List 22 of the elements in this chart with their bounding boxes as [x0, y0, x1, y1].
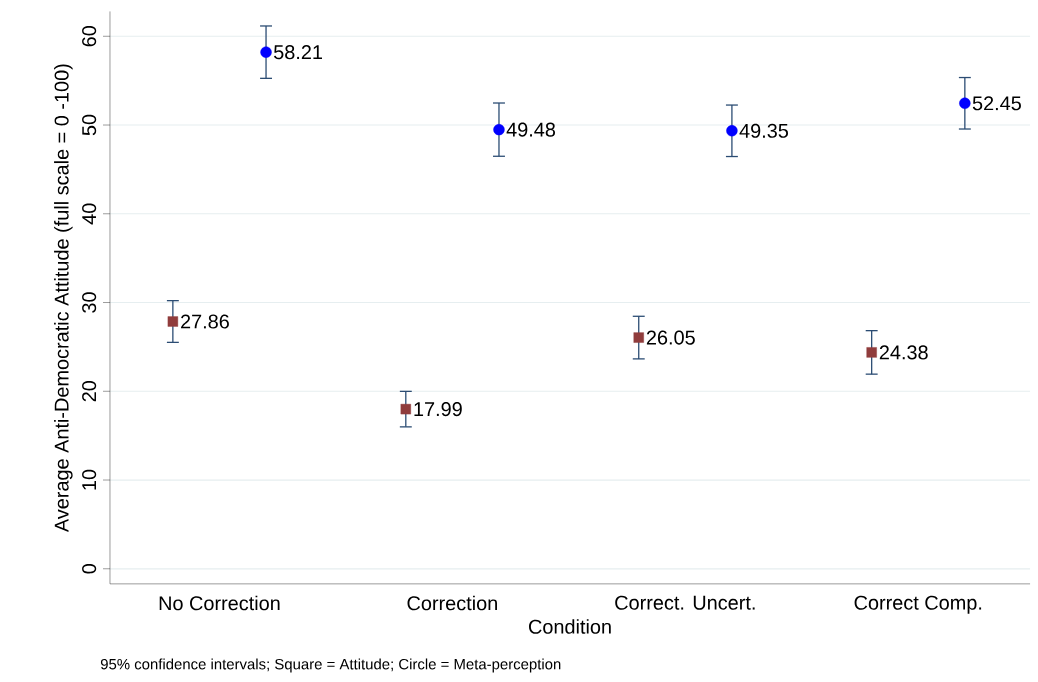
data-label: 24.38 — [879, 345, 928, 360]
y-tick-label: 40 — [82, 203, 97, 225]
y-tick-label: 60 — [82, 25, 97, 47]
data-label: 49.35 — [739, 123, 789, 138]
data-label: 52.45 — [972, 96, 1021, 111]
y-tick-label: 30 — [82, 292, 97, 313]
data-label: 49.48 — [506, 122, 556, 137]
data-label: 26.05 — [646, 330, 695, 345]
data-label: 58.21 — [273, 44, 322, 60]
y-tick-label: 20 — [82, 380, 97, 402]
x-tick-label: No Correction — [159, 595, 280, 611]
y-tick-label: 0 — [82, 563, 97, 574]
y-axis-title: Average Anti-Democratic Attitude (full scale = 0 -100) — [54, 64, 73, 532]
x-tick-label: Correct. Uncert. — [615, 595, 755, 610]
x-tick-label: Correction — [407, 595, 497, 611]
text: 95% confidence intervals; Square = Attitude; Circle = Meta-perception — [100, 658, 561, 673]
data-label: 27.86 — [181, 314, 229, 329]
x-axis-title: Condition — [529, 619, 611, 634]
y-tick-label: 10 — [82, 469, 97, 490]
x-tick-label: Correct Comp. — [854, 595, 982, 614]
y-tick-label: 50 — [82, 114, 97, 136]
data-label: 17.99 — [414, 401, 462, 416]
